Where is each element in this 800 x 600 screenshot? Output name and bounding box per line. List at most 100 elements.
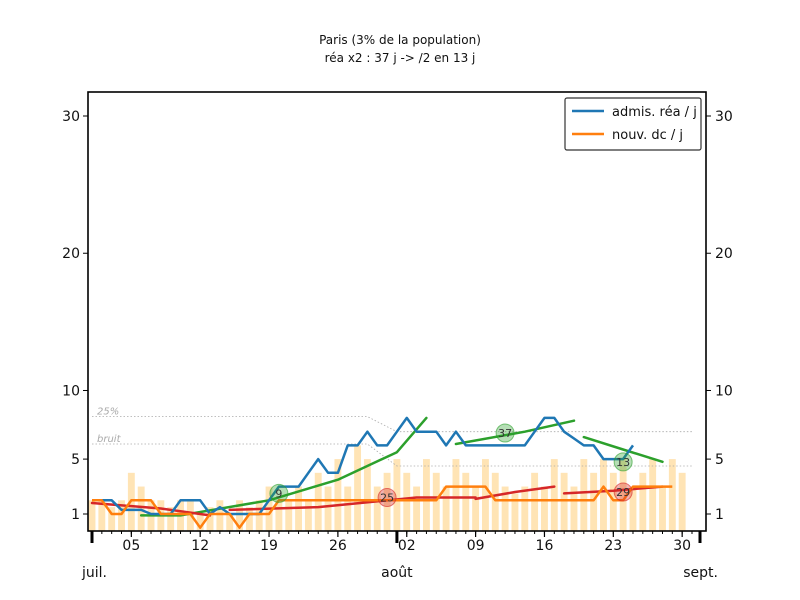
legend: admis. réa / j nouv. dc / j [564, 97, 702, 151]
bar [678, 472, 686, 531]
bar [668, 459, 676, 531]
annotation-label: 25 [380, 492, 394, 505]
reference-lines: 25% bruit [92, 407, 692, 467]
bar [344, 486, 352, 531]
bar [314, 472, 322, 531]
x-tick-label: 30 [673, 538, 691, 554]
x-tick-label: 23 [604, 538, 622, 554]
trend-line [562, 485, 664, 495]
bar [462, 472, 470, 531]
annotation-marker [613, 482, 633, 502]
month-label: juil. [81, 565, 107, 581]
trend-line [582, 435, 664, 464]
bar [609, 472, 617, 531]
series-line [92, 416, 635, 516]
x-tick-label: 19 [260, 538, 278, 554]
bar [629, 486, 637, 531]
bar [118, 500, 125, 531]
bar [108, 507, 116, 531]
reference-line [92, 416, 692, 433]
y-tick-label-right: 20 [715, 246, 733, 262]
bar [324, 486, 332, 531]
bars-layer [88, 445, 686, 531]
annotation-label: 37 [498, 427, 512, 440]
bar [393, 459, 401, 531]
trend-line [139, 416, 428, 517]
bar [501, 486, 509, 531]
bar [334, 459, 342, 531]
bar [521, 486, 529, 531]
trend-line [474, 485, 556, 501]
bar [413, 486, 421, 531]
bar [236, 500, 243, 531]
annotation-marker [377, 488, 397, 508]
bar [541, 486, 548, 531]
chart-title: Paris (3% de la population) [319, 33, 481, 47]
bar [531, 472, 539, 531]
bar [383, 472, 391, 531]
bar [403, 472, 411, 531]
x-tick-label: 05 [122, 538, 140, 554]
bar [590, 472, 598, 531]
annotation-marker [495, 423, 515, 443]
bar [167, 507, 175, 531]
x-tick-label: 26 [329, 538, 347, 554]
reference-line-label: 25% [97, 407, 119, 418]
bar [639, 472, 647, 531]
bar [354, 445, 362, 531]
month-label: août [381, 565, 413, 581]
bar [511, 493, 519, 531]
bar [98, 500, 106, 531]
y-tick-label-left: 5 [71, 452, 80, 468]
annotations: 9 37 13 25 29 [269, 423, 633, 508]
series-lines [92, 416, 673, 529]
y-axis: 1 1 5 5 10 10 20 20 30 30 [62, 109, 733, 523]
bar [472, 486, 480, 531]
y-tick-label-right: 1 [715, 507, 724, 523]
series-line [92, 485, 673, 529]
annotation-label: 13 [616, 456, 630, 469]
y-tick-label-left: 1 [71, 507, 80, 523]
reference-line [92, 443, 692, 467]
y-tick-label-right: 10 [715, 383, 733, 399]
bar [304, 500, 312, 531]
bar [422, 459, 430, 531]
bar [600, 459, 607, 531]
month-label: sept. [683, 565, 718, 581]
bar [550, 459, 558, 531]
legend-label-rea: admis. réa / j [612, 105, 697, 120]
bar [285, 500, 293, 531]
annotation-marker [269, 483, 289, 503]
bar [206, 507, 214, 531]
chart-subtitle: réa x2 : 37 j -> /2 en 13 j [325, 51, 476, 65]
bar [659, 486, 666, 531]
bar [196, 514, 204, 531]
bar [560, 472, 568, 531]
bar [255, 500, 263, 531]
y-tick-label-left: 20 [62, 246, 80, 262]
annotation-marker [613, 452, 633, 472]
bar [619, 459, 627, 531]
annotation-label: 29 [616, 486, 630, 499]
bar [363, 459, 371, 531]
bar [275, 500, 283, 531]
y-tick-label-left: 10 [62, 383, 80, 399]
annotation-label: 9 [275, 487, 282, 500]
reference-line-label: bruit [97, 434, 122, 445]
bar [491, 472, 499, 531]
trend-line [454, 419, 576, 446]
bar [226, 514, 234, 531]
legend-label-dc: nouv. dc / j [612, 128, 683, 143]
x-tick-label: 02 [398, 538, 416, 554]
bar [482, 459, 489, 531]
bar [570, 486, 578, 531]
bar [216, 500, 224, 531]
bar [580, 459, 588, 531]
y-tick-label-right: 30 [715, 109, 733, 125]
bar [452, 459, 460, 531]
bar [432, 472, 440, 531]
x-tick-label: 16 [536, 538, 554, 554]
x-tick-label: 09 [467, 538, 485, 554]
x-tick-label: 12 [191, 538, 209, 554]
